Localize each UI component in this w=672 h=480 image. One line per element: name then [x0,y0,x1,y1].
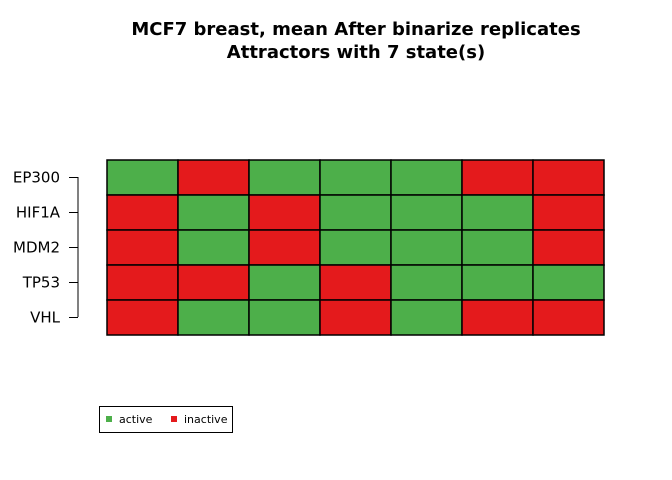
heatmap-cell-ep300-state-6 [461,159,534,196]
row-label-vhl: VHL [30,309,61,327]
heatmap-cell-vhl-state-4 [319,299,392,336]
heatmap-cell-hif1a-state-5 [390,194,463,231]
heatmap-cell-tp53-state-6 [461,264,534,301]
heatmap-cell-ep300-state-2 [177,159,250,196]
row-label-tp53: TP53 [22,274,60,292]
heatmap-cell-vhl-state-3 [248,299,321,336]
chart-title: MCF7 breast, mean After binarize replica… [131,19,580,40]
heatmap-cell-tp53-state-1 [106,264,179,301]
heatmap-cell-ep300-state-1 [106,159,179,196]
heatmap-cell-ep300-state-7 [532,159,605,196]
legend-label-inactive: inactive [184,413,228,426]
heatmap-cell-hif1a-state-2 [177,194,250,231]
heatmap-cell-hif1a-state-6 [461,194,534,231]
heatmap-cell-tp53-state-3 [248,264,321,301]
legend-swatch-inactive [171,416,177,422]
heatmap-cell-ep300-state-3 [248,159,321,196]
row-labels: EP300 HIF1A MDM2 TP53 VHL [13,169,61,327]
heatmap-cell-mdm2-state-3 [248,229,321,266]
legend-swatch-active [106,416,112,422]
heatmap-cell-vhl-state-5 [390,299,463,336]
heatmap-cell-hif1a-state-4 [319,194,392,231]
heatmap-cell-vhl-state-2 [177,299,250,336]
heatmap-cell-tp53-state-5 [390,264,463,301]
legend: active inactive [99,406,233,433]
heatmap-cell-hif1a-state-1 [106,194,179,231]
heatmap-cell-mdm2-state-1 [106,229,179,266]
row-label-hif1a: HIF1A [16,204,61,222]
heatmap-cell-vhl-state-6 [461,299,534,336]
row-label-mdm2: MDM2 [13,239,60,257]
row-label-ep300: EP300 [13,169,60,187]
heatmap-cell-mdm2-state-4 [319,229,392,266]
heatmap-cell-vhl-state-7 [532,299,605,336]
heatmap-cells [106,159,605,336]
heatmap-cell-mdm2-state-6 [461,229,534,266]
legend-box [99,406,233,433]
heatmap-cell-mdm2-state-2 [177,229,250,266]
heatmap-cell-tp53-state-7 [532,264,605,301]
heatmap-cell-vhl-state-1 [106,299,179,336]
heatmap-cell-mdm2-state-7 [532,229,605,266]
heatmap-cell-ep300-state-4 [319,159,392,196]
heatmap-cell-tp53-state-4 [319,264,392,301]
heatmap-cell-hif1a-state-7 [532,194,605,231]
heatmap-cell-mdm2-state-5 [390,229,463,266]
chart-subtitle: Attractors with 7 state(s) [227,42,485,63]
heatmap-cell-hif1a-state-3 [248,194,321,231]
heatmap-cell-tp53-state-2 [177,264,250,301]
legend-label-active: active [119,413,153,426]
heatmap-cell-ep300-state-5 [390,159,463,196]
row-axis [69,177,79,318]
